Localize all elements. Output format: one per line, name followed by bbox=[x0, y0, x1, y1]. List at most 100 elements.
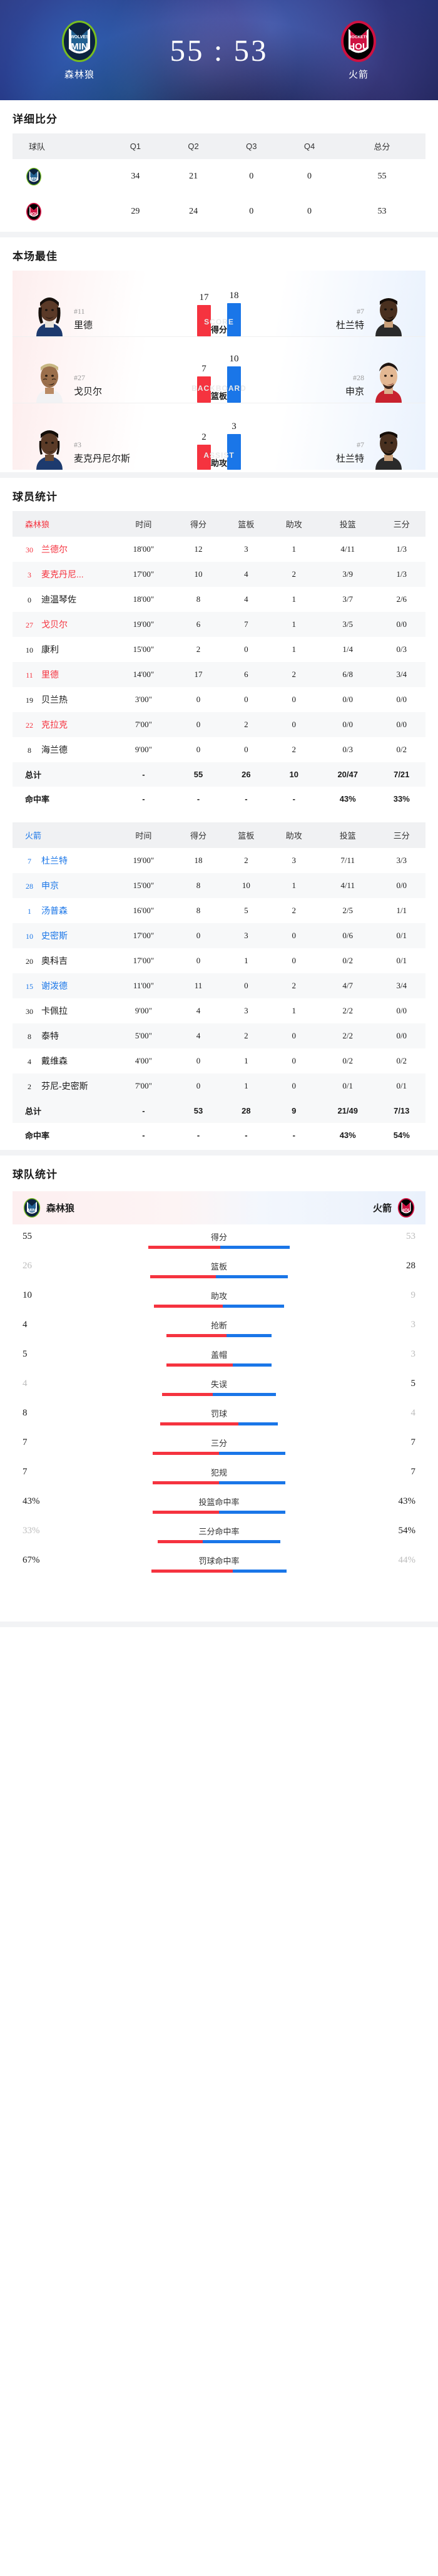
player-cell[interactable]: 19 贝兰热 bbox=[13, 687, 113, 712]
boxscore-header-q3: Q3 bbox=[222, 133, 281, 159]
player-cell[interactable]: 10 史密斯 bbox=[13, 923, 113, 948]
table-row[interactable]: 0 迪温琴佐 18'00" 8 4 1 3/7 2/6 bbox=[13, 587, 425, 612]
svg-text:MIN: MIN bbox=[71, 41, 88, 52]
table-row[interactable]: 28 申京 15'00" 8 10 1 4/11 0/0 bbox=[13, 873, 425, 898]
player-cell[interactable]: 4 戴维森 bbox=[13, 1048, 113, 1073]
assists: 3 bbox=[292, 856, 297, 865]
header-points: 得分 bbox=[174, 511, 223, 537]
table-row[interactable]: 3 麦克丹尼... 17'00" 10 4 2 3/9 1/3 bbox=[13, 562, 425, 587]
team-stat-right-value: 5 bbox=[410, 1379, 415, 1389]
player-cell[interactable]: 27 戈贝尔 bbox=[13, 612, 113, 637]
player-cell[interactable]: 2 芬尼-史密斯 bbox=[13, 1073, 113, 1099]
player-cell[interactable]: 8 海兰德 bbox=[13, 737, 113, 762]
player-cell[interactable]: 10 康利 bbox=[13, 637, 113, 662]
player-number: #3 bbox=[74, 440, 81, 449]
rebounds: 0 bbox=[222, 973, 270, 998]
team-stat-label: 投篮命中率 bbox=[198, 1497, 240, 1507]
player-cell[interactable]: 3 麦克丹尼... bbox=[13, 562, 113, 587]
minutes: 9'00" bbox=[135, 1006, 152, 1015]
bar-value: 17 bbox=[199, 292, 209, 303]
assists: 0 bbox=[270, 1073, 318, 1099]
table-row[interactable]: 22 克拉克 7'00" 0 2 0 0/0 0/0 bbox=[13, 712, 425, 737]
player-cell[interactable]: 28 申京 bbox=[13, 873, 113, 898]
team-stat-line: 67% 罚球命中率 44% bbox=[13, 1554, 425, 1566]
player-stats-section: 球员统计 森林狼 时间 得分 篮板 助攻 投篮 三分 30 兰德尔 18'00" 12… bbox=[0, 478, 438, 1150]
table-row[interactable]: 7 杜兰特 19'00" 18 2 3 7/11 3/3 bbox=[13, 848, 425, 873]
wolves-player-rows: 30 兰德尔 18'00" 12 3 1 4/11 1/3 3 麦克丹尼... 17'00" 10 4… bbox=[13, 537, 425, 811]
player-name: 申京 bbox=[345, 386, 364, 397]
table-row[interactable]: 30 卡佩拉 9'00" 4 3 1 2/2 0/0 bbox=[13, 998, 425, 1023]
team-stat-bar-right bbox=[220, 1246, 290, 1249]
assists: 2 bbox=[270, 562, 318, 587]
player-cell[interactable]: 0 迪温琴佐 bbox=[13, 587, 113, 612]
team-stat-label: 三分命中率 bbox=[198, 1527, 240, 1536]
header-rebounds: 篮板 bbox=[222, 822, 270, 848]
bar-left bbox=[197, 445, 211, 470]
player-number: #11 bbox=[74, 307, 85, 316]
table-row[interactable]: 8 海兰德 9'00" 0 0 2 0/3 0/2 bbox=[13, 737, 425, 762]
team-stat-row: 55 得分 53 bbox=[13, 1228, 425, 1258]
player-cell[interactable]: 15 谢泼德 bbox=[13, 973, 113, 998]
bar-left bbox=[197, 376, 211, 403]
total-points: 53 bbox=[174, 1099, 223, 1123]
boxscore-q1: 34 bbox=[131, 172, 140, 181]
list-item[interactable]: #11 里德 17 18 SCORE 得分 bbox=[13, 271, 425, 337]
player-cell[interactable]: 20 奥科吉 bbox=[13, 948, 113, 973]
boxscore-q4: 0 bbox=[307, 172, 312, 181]
player-cell[interactable]: 30 卡佩拉 bbox=[13, 998, 113, 1023]
minutes: 9'00" bbox=[135, 745, 152, 754]
player-cell[interactable]: 1 汤普森 bbox=[13, 898, 113, 923]
player-cell[interactable]: 11 里德 bbox=[13, 662, 113, 687]
points: 17 bbox=[174, 662, 223, 687]
player-name: 贝兰热 bbox=[41, 695, 68, 705]
table-row[interactable]: 20 奥科吉 17'00" 0 1 0 0/2 0/1 bbox=[13, 948, 425, 973]
assists: 0 bbox=[292, 1056, 297, 1065]
svg-text:HOU: HOU bbox=[29, 212, 39, 217]
list-item[interactable]: #27 戈贝尔 7 10 BACKBOARD 篮板 bbox=[13, 337, 425, 403]
away-team-block[interactable]: ROCKETS HOU 火箭 bbox=[312, 19, 405, 81]
player-cell[interactable]: 8 泰特 bbox=[13, 1023, 113, 1048]
table-row[interactable]: 10 康利 15'00" 2 0 1 1/4 0/3 bbox=[13, 637, 425, 662]
best-left-player[interactable]: #11 里德 bbox=[30, 290, 93, 336]
best-left-player[interactable]: #27 戈贝尔 bbox=[30, 356, 102, 403]
player-cell[interactable]: 30 兰德尔 bbox=[13, 537, 113, 562]
player-name: 克拉克 bbox=[41, 720, 68, 730]
team-stat-left-value: 7 bbox=[23, 1437, 28, 1447]
boxscore-q2: 21 bbox=[189, 172, 198, 181]
player-number: 1 bbox=[28, 907, 31, 916]
home-team-block[interactable]: WOLVES MIN 森林狼 bbox=[33, 19, 126, 81]
team-stat-row: 8 罚球 4 bbox=[13, 1405, 425, 1434]
boxscore-q3: 0 bbox=[249, 172, 254, 181]
rockets-player-table: 火箭 时间 得分 篮板 助攻 投篮 三分 7 杜兰特 19'00" 18 2 3 7/11 3… bbox=[13, 822, 425, 1147]
assists: 0 bbox=[292, 956, 297, 965]
team-stat-row: 7 犯规 7 bbox=[13, 1464, 425, 1493]
table-row[interactable]: 1 汤普森 16'00" 8 5 2 2/5 1/1 bbox=[13, 898, 425, 923]
table-row[interactable]: 4 戴维森 4'00" 0 1 0 0/2 0/2 bbox=[13, 1048, 425, 1073]
player-cell[interactable]: 22 克拉克 bbox=[13, 712, 113, 737]
table-row[interactable]: 30 兰德尔 18'00" 12 3 1 4/11 1/3 bbox=[13, 537, 425, 562]
table-row[interactable]: 11 里德 14'00" 17 6 2 6/8 3/4 bbox=[13, 662, 425, 687]
player-number: 7 bbox=[28, 857, 31, 866]
wolves-total-row: 总计 -55 26 10 20/47 7/21 bbox=[13, 762, 425, 787]
list-item[interactable]: #3 麦克丹尼尔斯 2 3 ASSIST 助攻 bbox=[13, 403, 425, 470]
best-right-player[interactable]: #28 申京 bbox=[345, 356, 408, 403]
table-row[interactable]: 19 贝兰热 3'00" 0 0 0 0/0 0/0 bbox=[13, 687, 425, 712]
table-row[interactable]: 8 泰特 5'00" 4 2 0 2/2 0/0 bbox=[13, 1023, 425, 1048]
player-cell[interactable]: 7 杜兰特 bbox=[13, 848, 113, 873]
best-right-player[interactable]: #7 杜兰特 bbox=[336, 423, 408, 470]
table-row[interactable]: 27 戈贝尔 19'00" 6 7 1 3/5 0/0 bbox=[13, 612, 425, 637]
player-number: 0 bbox=[28, 596, 31, 604]
team-stat-label: 犯规 bbox=[210, 1468, 227, 1477]
table-row[interactable]: 15 谢泼德 11'00" 11 0 2 4/7 3/4 bbox=[13, 973, 425, 998]
fieldgoals: 6/8 bbox=[317, 662, 378, 687]
table-row[interactable]: 10 史密斯 17'00" 0 3 0 0/6 0/1 bbox=[13, 923, 425, 948]
table-row[interactable]: 2 芬尼-史密斯 7'00" 0 1 0 0/1 0/1 bbox=[13, 1073, 425, 1099]
best-left-player[interactable]: #3 麦克丹尼尔斯 bbox=[30, 423, 130, 470]
player-name: 卡佩拉 bbox=[41, 1006, 68, 1016]
player-headshot-avatar bbox=[369, 356, 408, 403]
timberwolves-logo-icon: MIN bbox=[23, 1197, 41, 1218]
team-stat-row: 67% 罚球命中率 44% bbox=[13, 1552, 425, 1581]
team-stat-left-value: 67% bbox=[23, 1555, 40, 1565]
best-right-player[interactable]: #7 杜兰特 bbox=[336, 290, 408, 336]
pct-label: 命中率 bbox=[25, 1131, 50, 1141]
